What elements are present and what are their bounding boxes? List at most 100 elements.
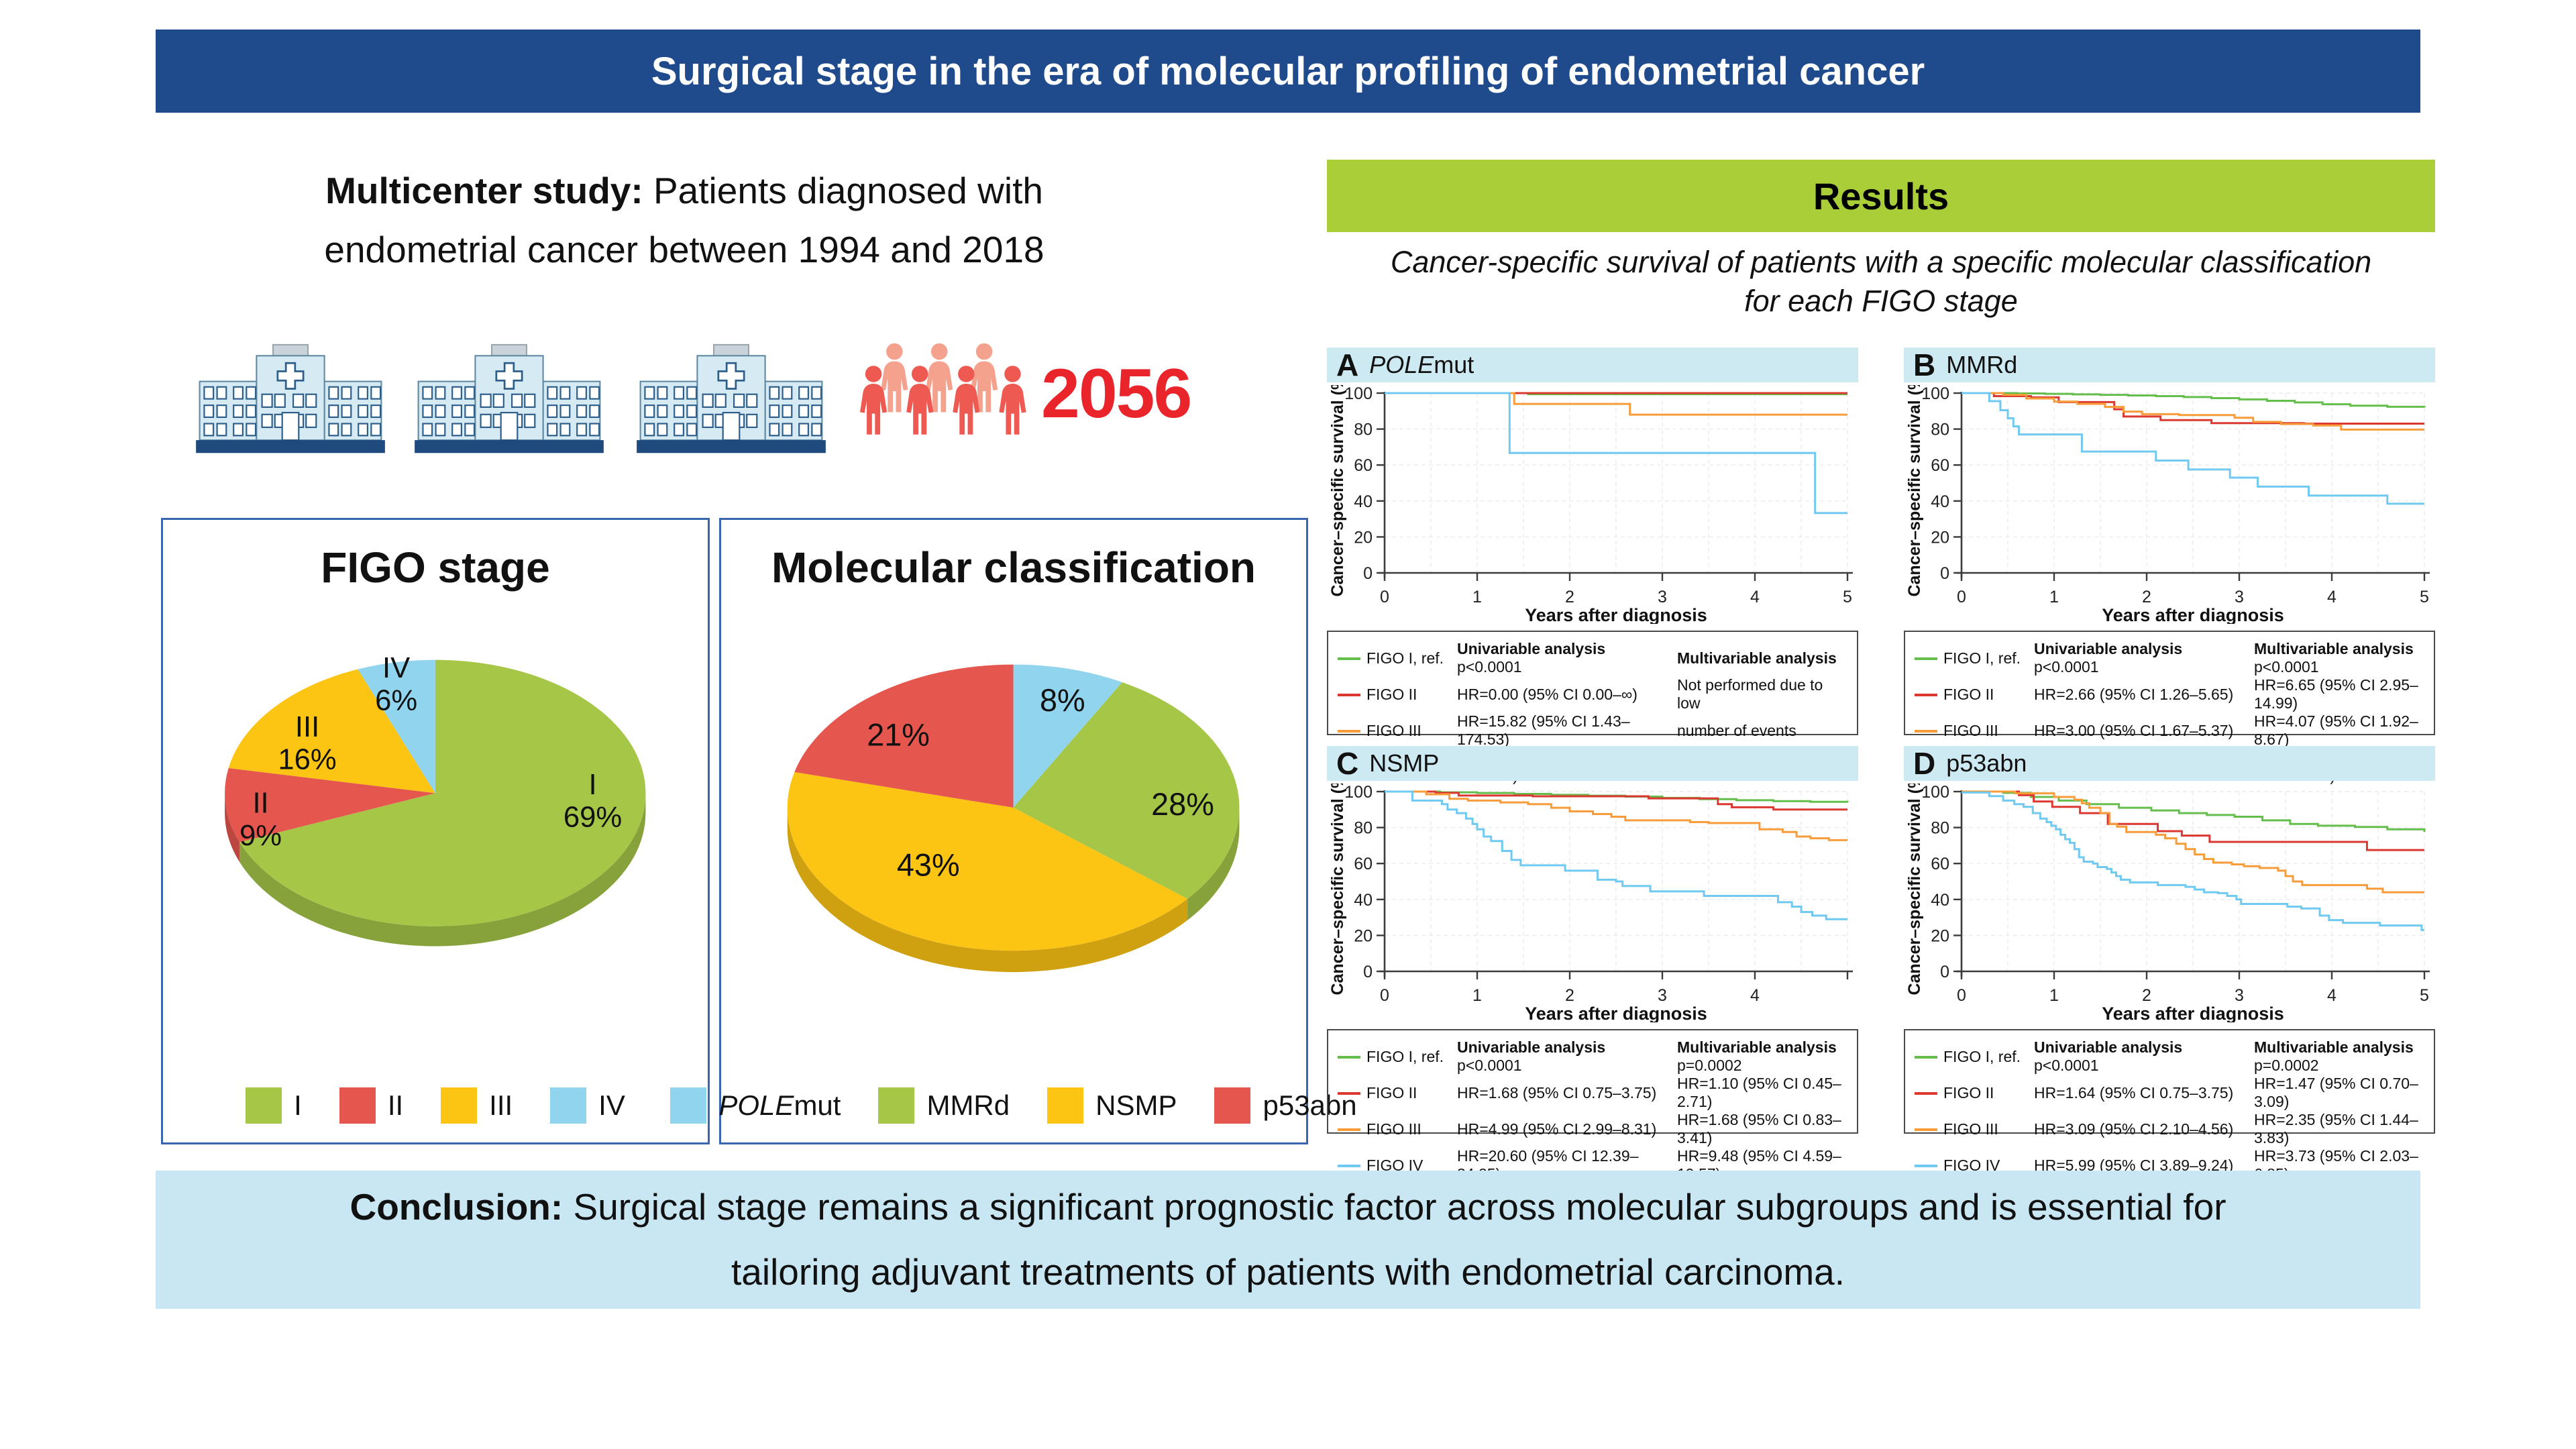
svg-text:80: 80 (1931, 819, 1949, 838)
hr-multivariable-cell: HR=4.07 (95% CI 1.92–8.67) (2254, 712, 2418, 748)
hr-table-row: FIGO III HR=15.82 (95% CI 1.43–174.53) num… (1338, 712, 1847, 749)
hr-univariable-cell: HR=0.00 (95% CI 0.00–∞) (1457, 685, 1638, 703)
hr-univariable-cell: Univariable analysis p<0.0001 (1457, 1038, 1613, 1074)
pie-slice-MMRd (1013, 682, 1240, 899)
molecular-pie-chart: 8% 28% 43% 21% (721, 596, 1306, 1030)
svg-text:3: 3 (2235, 986, 2244, 1005)
hr-multivariable-cell: Not performed due to low (1677, 676, 1823, 712)
pie-slice-I (239, 659, 646, 926)
svg-text:80: 80 (1354, 421, 1373, 439)
hr-table-row: FIGO II HR=1.64 (95% CI 0.75–3.75) HR=1.47… (1915, 1075, 2424, 1111)
hr-univariable-cell: HR=4.99 (95% CI 2.99–8.31) (1457, 1120, 1657, 1138)
hr-univariable-cell: HR=3.00 (95% CI 1.67–5.37) (2034, 721, 2234, 739)
hr-multivariable-cell: HR=2.35 (95% CI 1.44–3.83) (2254, 1111, 2418, 1146)
legend-item-III: III (441, 1087, 513, 1124)
km-series-figo-iv (1962, 791, 2424, 931)
legend-swatch (246, 1087, 282, 1124)
legend-label: I (294, 1089, 302, 1121)
figo-pie-mount-svg: I 69% II 9% III 16% IV 6% (225, 652, 646, 947)
km-panel-b: B MMRd 0 20 40 60 80 100 0 1 2 3 4 5 Years after diagn… (1904, 347, 2435, 784)
pie-label-IV: IV 6% (375, 652, 417, 716)
svg-text:20: 20 (1354, 528, 1373, 547)
pie-slice-NSMP (788, 771, 1188, 951)
hr-table-row: FIGO III HR=4.99 (95% CI 2.99–8.31) HR=1.6… (1338, 1111, 1847, 1147)
hr-univariable-cell: Univariable analysis p<0.0001 (1457, 640, 1613, 676)
svg-text:2: 2 (1565, 588, 1574, 606)
km-chart-d: 0 20 40 60 80 100 0 1 2 3 4 5 Years after diagnosis C… (1905, 784, 2430, 1022)
legend-swatch (878, 1087, 915, 1124)
series-line-swatch (1338, 1165, 1360, 1168)
hr-table-row: FIGO III HR=3.00 (95% CI 1.67–5.37) HR=4.0… (1915, 712, 2424, 749)
hr-multivariable-cell: HR=1.10 (95% CI 0.45–2.71) (1677, 1075, 1841, 1110)
panel-letter: B (1913, 347, 1936, 382)
patient-group-icon (860, 334, 1029, 450)
svg-text:2: 2 (1565, 986, 1574, 1005)
svg-text:100: 100 (1344, 784, 1373, 802)
legend-label: MMRd (926, 1089, 1010, 1121)
svg-text:2: 2 (2142, 986, 2151, 1005)
svg-text:0: 0 (1363, 963, 1373, 981)
hr-univariable-cell: HR=1.64 (95% CI 0.75–3.75) (2034, 1083, 2234, 1102)
y-axis-label: Cancer–specific survival (%) (1328, 385, 1347, 597)
pie-slice-II (225, 768, 435, 843)
hr-univariable-cell: HR=15.82 (95% CI 1.43–174.53) (1457, 712, 1630, 748)
hospital-icon (415, 343, 604, 453)
title-banner: Surgical stage in the era of molecular p… (156, 30, 2420, 113)
panel-title: MMRd (1946, 351, 2018, 378)
hr-legend-cell: FIGO II (1915, 1084, 2034, 1102)
km-series-figo-iii (1962, 392, 2424, 431)
svg-text:60: 60 (1931, 456, 1949, 475)
hr-multivariable-cell: HR=6.65 (95% CI 2.95–14.99) (2254, 676, 2418, 712)
svg-text:0: 0 (1380, 588, 1389, 606)
hr-legend-cell: FIGO II (1338, 686, 1457, 704)
hr-table-d: FIGO I, ref. Univariable analysis p<0.000… (1904, 1029, 2435, 1183)
conclusion-line-1: Conclusion: Surgical stage remains a sig… (350, 1186, 2226, 1228)
series-line-swatch (1915, 1056, 1937, 1059)
series-line-swatch (1338, 730, 1360, 733)
hospital-icon (637, 343, 826, 453)
km-chart-b: 0 20 40 60 80 100 0 1 2 3 4 5 Years after diagnosis C… (1905, 385, 2430, 624)
km-series-figo-ii (1385, 790, 1847, 811)
series-line-swatch (1338, 1092, 1360, 1095)
km-series-figo-iv (1962, 392, 2424, 505)
hr-univariable-cell: HR=2.66 (95% CI 1.26–5.65) (2034, 685, 2234, 703)
legend-label: IV (598, 1089, 625, 1121)
panel-header-b: B MMRd (1904, 347, 2435, 382)
km-series-figo-ii (1962, 790, 2424, 851)
y-axis-label: Cancer–specific survival (%) (1905, 385, 1924, 597)
pie-label-I: I 69% (564, 769, 622, 833)
svg-text:0: 0 (1957, 588, 1966, 606)
series-line-swatch (1338, 694, 1360, 697)
series-line-swatch (1338, 1056, 1360, 1059)
pie-slice-side-NSMP (788, 807, 1188, 973)
hr-legend-cell: FIGO II (1338, 1084, 1457, 1102)
hr-multivariable-cell: HR=1.68 (95% CI 0.83–3.41) (1677, 1111, 1841, 1146)
svg-text:0: 0 (1363, 564, 1373, 583)
hr-table-row: FIGO II HR=2.66 (95% CI 1.26–5.65) HR=6.65… (1915, 676, 2424, 712)
hr-univariable-cell: Univariable analysis p<0.0001 (2034, 640, 2190, 676)
conclusion-line-2: tailoring adjuvant treatments of patient… (731, 1251, 1845, 1293)
svg-text:2: 2 (2142, 588, 2151, 606)
results-subtitle: Cancer-specific survival of patients wit… (1390, 245, 2372, 318)
legend-item-IV: IV (550, 1087, 625, 1124)
svg-text:80: 80 (1931, 421, 1949, 439)
people-icon (860, 343, 1026, 435)
svg-text:20: 20 (1931, 926, 1949, 945)
pie-label-p53abn: 21% (867, 717, 930, 752)
svg-text:5: 5 (2420, 986, 2429, 1005)
svg-text:4: 4 (2327, 986, 2337, 1005)
mol-pie-mount-svg: 8% 28% 43% 21% (788, 664, 1240, 973)
hr-table-row: FIGO I, ref. Univariable analysis p<0.000… (1338, 1038, 1847, 1075)
svg-text:60: 60 (1931, 855, 1949, 873)
x-axis-label: Years after diagnosis (2102, 1004, 2284, 1022)
hr-multivariable-cell: number of events (1677, 721, 1796, 739)
svg-text:4: 4 (1750, 588, 1760, 606)
figo-pie-chart: I 69% II 9% III 16% IV 6% (163, 596, 708, 1000)
svg-text:3: 3 (1658, 986, 1667, 1005)
legend-item-NSMP: NSMP (1047, 1087, 1177, 1124)
svg-text:4: 4 (2327, 588, 2337, 606)
hr-multivariable-cell: Multivariable analysis p<0.0001 (2254, 640, 2422, 676)
y-axis-label: Cancer–specific survival (%) (1328, 784, 1347, 996)
